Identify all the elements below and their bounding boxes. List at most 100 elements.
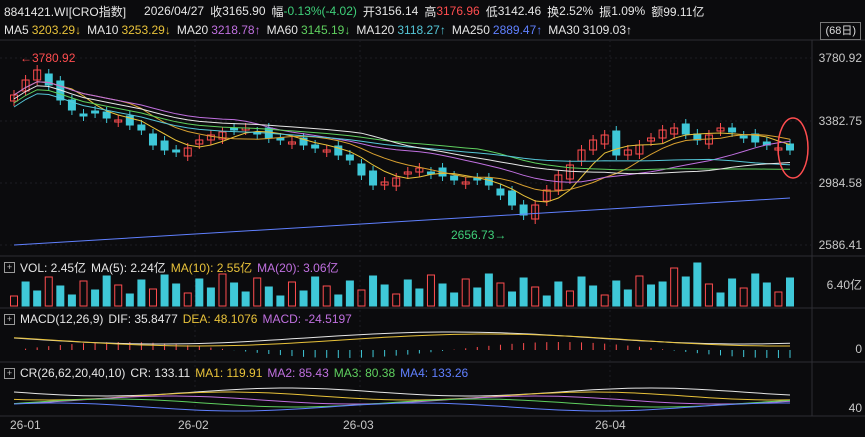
candle-body bbox=[623, 149, 632, 156]
vol-ma20: MA(20): 3.06亿 bbox=[257, 260, 339, 275]
volume-bar bbox=[206, 287, 215, 307]
ma5-value: 3203.29↓ bbox=[31, 23, 82, 37]
candle-body bbox=[751, 133, 760, 143]
volume-bar bbox=[253, 277, 262, 307]
macd-legend: + MACD(12,26,9) DIF: 35.8477 DEA: 48.107… bbox=[4, 311, 357, 327]
volume-bar bbox=[91, 289, 100, 307]
macd-dif: DIF: 35.8477 bbox=[108, 312, 178, 326]
candle-body bbox=[334, 145, 343, 156]
candle-body bbox=[658, 129, 667, 139]
volume-bar bbox=[299, 290, 308, 307]
volume-bar bbox=[21, 281, 30, 307]
volume-bar bbox=[473, 287, 482, 307]
low-value: 3142.46 bbox=[497, 4, 542, 18]
candle-body bbox=[125, 115, 134, 126]
amount-label: 额 bbox=[651, 4, 664, 19]
x-tick-2: 26-02 bbox=[178, 418, 209, 432]
volume-bar bbox=[519, 277, 528, 307]
volume-bar bbox=[484, 273, 493, 307]
volume-bar bbox=[508, 291, 517, 307]
ma30-line bbox=[13, 85, 791, 175]
ma120-line bbox=[13, 93, 791, 166]
amplitude-value: 1.09% bbox=[611, 4, 646, 18]
candle-body bbox=[183, 147, 192, 157]
ma5-line bbox=[13, 81, 791, 203]
macd-dea-line bbox=[13, 333, 790, 347]
x-tick-3: 26-03 bbox=[343, 418, 374, 432]
candle-body bbox=[392, 177, 401, 187]
price-tick-4: 2586.41 bbox=[818, 238, 862, 252]
candle-body bbox=[369, 170, 378, 186]
cr-label: CR(26,62,20,40,10) bbox=[20, 366, 126, 380]
volume-bar bbox=[658, 281, 667, 307]
candle-body bbox=[102, 111, 111, 119]
volume-bar bbox=[426, 274, 435, 307]
volume-bar bbox=[183, 292, 192, 307]
volume-toggle-icon[interactable]: + bbox=[4, 261, 15, 273]
price-tick-3: 2984.58 bbox=[818, 176, 862, 190]
candle-body bbox=[206, 134, 215, 141]
low-annotation-value: 2656.73 bbox=[451, 228, 495, 242]
ma30-value: 3109.03↑ bbox=[582, 23, 633, 37]
candle-body bbox=[322, 149, 331, 153]
macd-toggle-icon[interactable]: + bbox=[4, 313, 15, 325]
volume-bar bbox=[311, 276, 320, 307]
ma10-label: MA10 bbox=[87, 23, 119, 37]
volume-bar bbox=[716, 292, 725, 307]
volume-bar bbox=[380, 284, 389, 307]
volume-bar bbox=[67, 294, 76, 307]
volume-bar bbox=[612, 280, 621, 307]
volume-bar bbox=[287, 281, 296, 307]
candle-body bbox=[461, 181, 470, 185]
volume-bar bbox=[554, 281, 563, 307]
ma20-label: MA20 bbox=[176, 23, 209, 37]
volume-bar bbox=[704, 283, 713, 307]
ma60-line bbox=[13, 89, 790, 171]
cr-line bbox=[13, 391, 791, 401]
volume-bar bbox=[334, 294, 343, 307]
moving-average-lines bbox=[13, 81, 791, 246]
ma5-label: MA5 bbox=[4, 23, 29, 37]
ma120-value: 3118.27↑ bbox=[397, 23, 446, 37]
candle-body bbox=[148, 133, 157, 146]
candle-body bbox=[380, 181, 389, 186]
volume-bar bbox=[623, 289, 632, 307]
volume-bar bbox=[264, 286, 273, 307]
volume-bar bbox=[577, 276, 586, 307]
cr-ma2: MA2: 85.43 bbox=[267, 366, 329, 380]
candle-body bbox=[44, 73, 53, 86]
volume-bar bbox=[751, 273, 760, 307]
cr-ma4: MA4: 133.26 bbox=[400, 366, 469, 380]
candle-body bbox=[33, 69, 42, 81]
cr-ma3: MA3: 80.38 bbox=[333, 366, 396, 380]
candle-body bbox=[670, 127, 679, 135]
candle-body bbox=[739, 135, 748, 139]
ma60-value: 3145.19↓ bbox=[300, 23, 351, 37]
period-button[interactable]: (68日) bbox=[820, 22, 861, 40]
macd-label: MACD(12,26,9) bbox=[20, 312, 104, 326]
high-label: 高 bbox=[424, 4, 437, 19]
change-value: -0.13%(-4.02) bbox=[283, 4, 357, 18]
ma250-label: MA250 bbox=[451, 23, 490, 37]
volume-bar bbox=[148, 288, 157, 307]
candle-body bbox=[554, 174, 563, 191]
volume-bar bbox=[357, 289, 366, 307]
candle-body bbox=[728, 127, 737, 133]
macd-axis-label: 0 bbox=[855, 342, 862, 356]
open-value: 3156.14 bbox=[374, 4, 419, 18]
cr-toggle-icon[interactable]: + bbox=[4, 367, 15, 379]
turnover-value: 2.52% bbox=[559, 4, 594, 18]
volume-bar bbox=[345, 280, 354, 307]
macd-dea: DEA: 48.1076 bbox=[182, 312, 258, 326]
candle-body bbox=[531, 204, 540, 220]
volume-bar bbox=[403, 279, 412, 307]
high-annotation: ←3780.92 bbox=[20, 51, 76, 65]
candle-body bbox=[647, 137, 656, 142]
volume-bar bbox=[172, 283, 181, 307]
volume-bar bbox=[125, 293, 134, 307]
ma120-label: MA120 bbox=[356, 23, 395, 37]
cr-ma1: MA1: 119.91 bbox=[195, 366, 263, 380]
ma-legend: MA5 3203.29↓ MA10 3253.29↓ MA20 3218.78↑ MA… bbox=[4, 22, 638, 38]
volume-bar bbox=[44, 276, 53, 307]
